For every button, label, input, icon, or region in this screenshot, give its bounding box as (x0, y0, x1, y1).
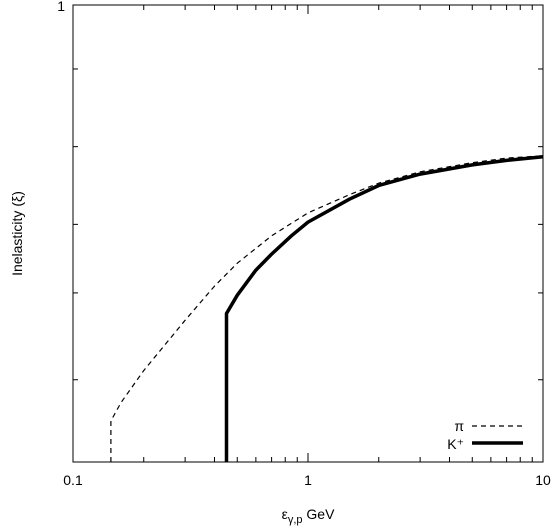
x-tick-label-1: 1 (304, 472, 312, 488)
x-axis-label-symbol: ε (282, 506, 288, 522)
series-line-kaon (224, 154, 544, 462)
x-axis-label: εγ,p GeV (282, 506, 336, 526)
legend-label-pi: π (454, 418, 464, 434)
series-line-pi (110, 155, 544, 462)
y-tick-label-1: 1 (57, 0, 65, 14)
legend-label-kaon: K⁺ (447, 436, 464, 452)
tick-marks (72, 5, 544, 462)
plot-frame (72, 4, 544, 463)
x-axis-label-subscript: γ,p (288, 514, 303, 526)
x-tick-label-0.1: 0.1 (63, 472, 83, 488)
y-axis-label: Inelasticity (ξ) (9, 191, 25, 276)
x-tick-label-10: 10 (535, 472, 551, 488)
legend: π K⁺ (447, 418, 523, 452)
x-axis-label-unit: GeV (303, 506, 336, 522)
